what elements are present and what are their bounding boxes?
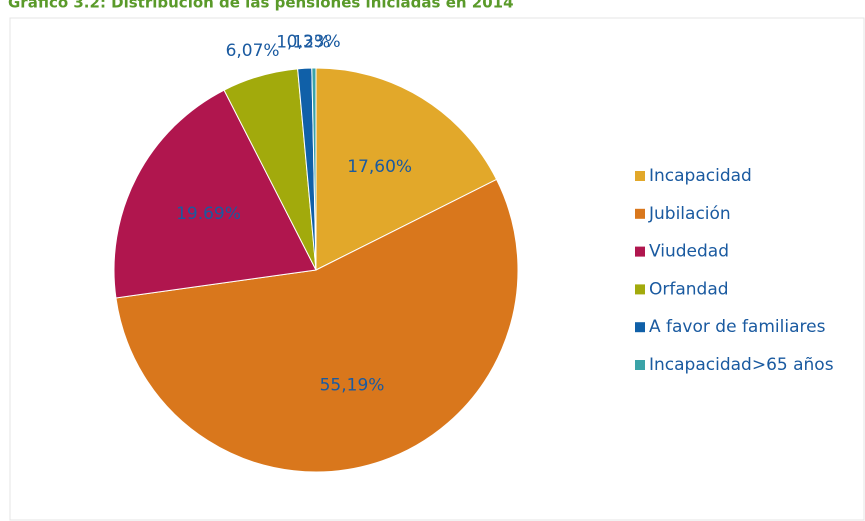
chart-title: Gráfico 3.2: Distribución de las pension… [8, 0, 514, 12]
pie-slice [315, 67, 498, 271]
legend-label: Jubilación [648, 204, 731, 224]
data-label: 19.69% [176, 204, 241, 224]
legend-swatch [635, 208, 645, 219]
chart-frame [9, 17, 865, 521]
pie-slice [113, 89, 317, 299]
legend-label: Incapacidad [649, 166, 752, 186]
data-label: 17,60% [347, 157, 412, 177]
legend-swatch [635, 322, 645, 333]
legend-label: A favor de familiares [649, 317, 826, 337]
data-label: 1,12% [276, 32, 330, 52]
legend-label: Orfandad [649, 279, 729, 299]
data-label: 0,33% [287, 32, 341, 52]
legend-swatch [635, 171, 645, 181]
pie-slice [311, 67, 317, 271]
data-label: 6,07% [226, 41, 280, 61]
legend-label: Viudedad [649, 242, 729, 262]
legend-swatch [635, 284, 645, 295]
legend-label: Incapacidad>65 años [649, 355, 834, 375]
legend-swatch [635, 246, 645, 257]
legend-swatch [635, 360, 645, 370]
data-label: 55,19% [320, 376, 385, 396]
pie-slice [115, 178, 519, 473]
